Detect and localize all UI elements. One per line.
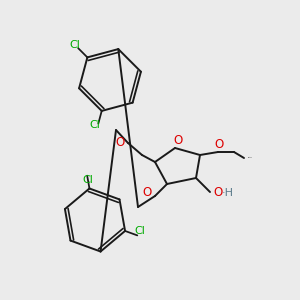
Text: methyl: methyl [248,156,252,158]
Text: ·H: ·H [222,188,234,198]
Text: O: O [116,136,124,148]
Text: O: O [142,187,152,200]
Text: O: O [214,139,224,152]
Text: Cl: Cl [70,40,81,50]
Text: O: O [213,185,223,199]
Text: Cl: Cl [83,175,94,185]
Text: O: O [173,134,183,148]
Text: Cl: Cl [135,226,146,236]
Text: Cl: Cl [89,121,100,130]
